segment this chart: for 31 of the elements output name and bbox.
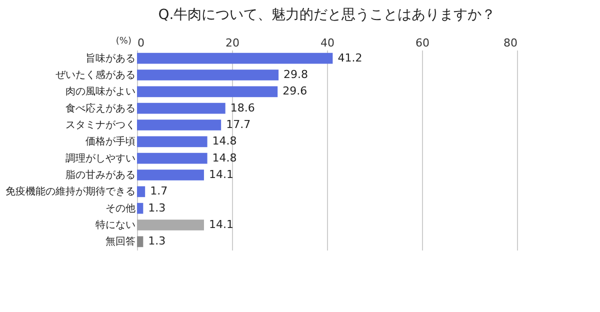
y-tick-label: スタミナがつく <box>66 120 136 131</box>
data-label: 14.1 <box>208 218 234 231</box>
data-label: 1.7 <box>150 184 168 198</box>
data-label: 1.3 <box>148 201 166 214</box>
chart-title: Q.牛肉について、魅力的だと思うことはありますか？ <box>158 7 496 23</box>
x-axis-title: (%) <box>116 36 132 46</box>
y-tick-label: その他 <box>106 202 136 214</box>
y-tick-label: 免疫機能の維持が期待できる <box>6 186 136 198</box>
data-label: 14.8 <box>212 151 237 164</box>
x-tick-label: 20 <box>226 36 240 50</box>
data-label: 29.8 <box>284 68 308 81</box>
data-label: 41.2 <box>338 51 362 64</box>
data-label: 18.6 <box>230 101 255 114</box>
y-tick-label: 旨味がある <box>86 52 136 64</box>
y-tick-label: 調理がしやすい <box>66 152 136 164</box>
y-tick-label: 脂の甘みがある <box>66 169 136 181</box>
x-tick-label: 80 <box>504 36 518 50</box>
y-tick-label: 食べ応えがある <box>66 102 136 114</box>
x-tick-label: 0 <box>138 36 144 50</box>
data-label: 14.1 <box>208 168 234 181</box>
y-tick-label: 価格が手頃 <box>86 136 136 148</box>
x-tick-label: 40 <box>320 36 334 50</box>
data-label: 17.7 <box>226 118 251 131</box>
y-tick-label: 特にない <box>96 219 136 231</box>
x-tick-label: 60 <box>416 36 430 50</box>
data-label: 29.6 <box>282 84 308 98</box>
y-tick-label: 無回答 <box>106 236 136 248</box>
data-label: 14.8 <box>212 134 237 148</box>
y-tick-label: 肉の風味がよい <box>66 86 136 98</box>
y-tick-label: ぜいたく感がある <box>56 69 136 81</box>
data-label: 1.3 <box>148 234 166 248</box>
